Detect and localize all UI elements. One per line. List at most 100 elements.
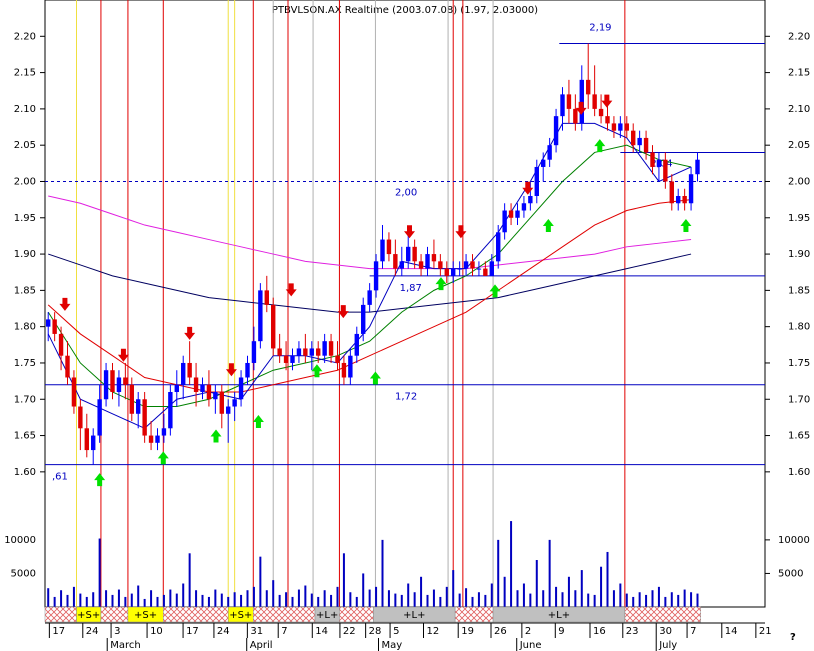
volume-bar [162, 594, 165, 607]
candle-body [245, 362, 250, 378]
volume-bar [587, 593, 590, 607]
candle-body [110, 370, 115, 392]
level-label: 1,72 [395, 392, 417, 403]
x-tick-label: 14 [315, 626, 328, 637]
y-tick-label: 2.10 [14, 104, 36, 115]
state-label: +S+ [134, 610, 157, 621]
volume-bar [92, 592, 95, 607]
candle-body [611, 123, 617, 131]
y-tick-label: 2.05 [14, 140, 36, 151]
candle-body [264, 290, 269, 305]
y-tick-label: 1.60 [788, 467, 810, 478]
candle-body [65, 355, 70, 378]
volume-bar [548, 539, 551, 607]
volume-bar [696, 593, 699, 607]
volume-bar [619, 583, 622, 607]
volume-bar [66, 594, 69, 607]
x-tick-label: 24 [86, 626, 99, 637]
candle-body [624, 123, 629, 131]
volume-bar [432, 589, 435, 607]
level-label: ,61 [52, 472, 68, 483]
x-tick-label: 30 [659, 626, 672, 637]
candle-body [84, 428, 89, 451]
candle-body [290, 355, 295, 363]
volume-bar [387, 590, 390, 607]
layers: 1.60 1.60 1.65 1.65 1.70 1.70 1.75 1.75 1.80 1.80… [4, 0, 810, 651]
volume-bar [169, 589, 172, 607]
volume-bar [297, 589, 300, 607]
x-tick-label: 9 [558, 626, 564, 637]
volume-bar [465, 588, 468, 607]
candle-body [367, 290, 372, 305]
candle-body [695, 159, 700, 175]
candle-body [116, 377, 122, 392]
x-tick-label: 17 [52, 626, 65, 637]
volume-bar [477, 592, 480, 607]
candle-body [618, 123, 623, 131]
y-tick-label: 1.75 [14, 358, 36, 369]
x-tick-label: 10 [150, 626, 163, 637]
moving-average [47, 199, 692, 393]
candle-body [496, 232, 501, 262]
x-tick-label: 28 [369, 626, 382, 637]
candle-body [200, 384, 205, 392]
sell-signals [404, 225, 415, 239]
x-tick-label: 21 [759, 626, 772, 637]
volume-bar [426, 594, 429, 607]
sell-signals [575, 101, 587, 115]
sell-signals [337, 305, 349, 319]
volume-bar [471, 596, 474, 607]
x-tick-label: 17 [186, 626, 199, 637]
candle-body [348, 355, 353, 378]
candle-body [58, 333, 64, 356]
volume-bar [233, 592, 236, 607]
candle-body [393, 254, 398, 269]
volume-bar [117, 589, 120, 607]
state-band [253, 606, 316, 623]
x-tick-label: 16 [593, 626, 606, 637]
state-band [163, 606, 229, 623]
volume-bar [330, 594, 333, 607]
x-tick-label: 12 [427, 626, 440, 637]
volume-bar [111, 594, 114, 607]
volume-bar [317, 596, 320, 607]
candle-body [688, 174, 694, 204]
candle-body [541, 159, 546, 167]
volume-bar [79, 593, 82, 607]
volume-bar [381, 539, 384, 607]
y-tick-label: 1.95 [788, 213, 810, 224]
y-tick-label: 1.95 [14, 213, 36, 224]
candle-body [553, 116, 559, 146]
help-button[interactable]: ? [790, 632, 796, 643]
y-tick-label: 1.85 [14, 285, 36, 296]
y-tick-label: 2.00 [788, 176, 810, 187]
candle-body [123, 377, 128, 385]
volume-bar [265, 590, 268, 607]
candle-body [579, 79, 584, 124]
buy-signals [369, 371, 381, 385]
volume-bar [542, 590, 545, 607]
volume-bar [683, 589, 686, 607]
volume-bar [304, 585, 307, 607]
y-tick-label: 2.15 [14, 68, 36, 79]
y-tick-label: 1.80 [788, 322, 810, 333]
volume-bar [606, 551, 609, 607]
buy-signals [489, 284, 501, 298]
candle-body [534, 166, 539, 196]
y-tick-label: 1.70 [14, 394, 36, 405]
candle-body [605, 116, 610, 124]
volume-bar [638, 592, 641, 607]
volume-bar [657, 586, 660, 607]
candle-body [373, 261, 379, 291]
volume-bar [535, 560, 538, 607]
sell-signals [601, 94, 613, 108]
buy-signals [311, 364, 323, 378]
volume-bar [490, 583, 493, 607]
candle-body [174, 384, 179, 392]
state-label: +L+ [403, 610, 425, 621]
candle-body [226, 406, 231, 414]
candle-body [271, 304, 276, 349]
y-tick-label: 1.65 [14, 431, 36, 442]
sell-signals [522, 181, 534, 195]
candle-body [528, 196, 533, 204]
